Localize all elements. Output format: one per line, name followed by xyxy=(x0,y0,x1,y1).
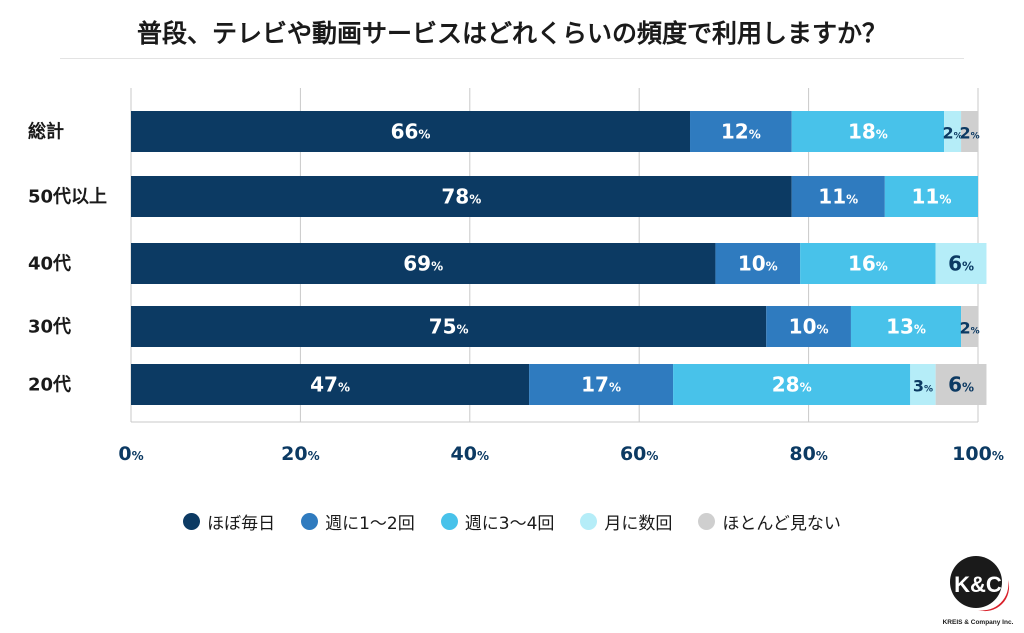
bar-segment xyxy=(850,306,962,347)
legend-label: 週に1〜2回 xyxy=(325,514,415,534)
legend-item: 週に3〜4回 xyxy=(440,509,555,534)
legend-label: 月に数回 xyxy=(604,514,673,534)
company-logo: K&C KREIS & Company Inc. xyxy=(943,556,1014,626)
x-tick-label: 40% xyxy=(451,443,489,465)
bar-segment xyxy=(131,243,716,284)
bar-segment xyxy=(131,111,691,152)
chart-legend: ほぼ毎日 週に1〜2回 週に3〜4回 月に数回 ほとんど見ない xyxy=(0,509,1024,534)
bar-segment xyxy=(131,176,792,217)
bar-segment xyxy=(961,111,978,152)
legend-item: 月に数回 xyxy=(580,509,672,534)
category-label: 50代以上 xyxy=(28,187,107,208)
legend-swatch xyxy=(301,513,319,530)
chart-title: 普段、テレビや動画サービスはどれくらいの頻度で利用しますか？ xyxy=(136,19,887,48)
bar-segment xyxy=(961,306,978,347)
bar-segment xyxy=(673,364,911,405)
x-tick-label: 60% xyxy=(620,443,658,465)
category-label: 総計 xyxy=(28,121,64,143)
bar-segment xyxy=(800,243,936,284)
category-label: 40代 xyxy=(28,254,71,275)
title-divider xyxy=(60,58,964,59)
legend-swatch xyxy=(183,513,201,530)
legend-label: ほとんど見ない xyxy=(722,514,841,534)
svg-text:KREIS & Company Inc.: KREIS & Company Inc. xyxy=(943,619,1014,626)
legend-swatch xyxy=(698,513,716,530)
x-tick-label: 0% xyxy=(118,443,143,465)
bar-segment xyxy=(884,176,978,217)
legend-swatch xyxy=(440,513,458,530)
bar-segment xyxy=(935,243,987,284)
legend-item: ほぼ毎日 xyxy=(183,509,275,534)
legend-swatch xyxy=(580,513,598,530)
category-label: 30代 xyxy=(28,317,71,338)
data-label: 28% xyxy=(772,373,812,397)
bar-segment xyxy=(766,306,851,347)
bar-segment xyxy=(791,111,945,152)
bar-segment xyxy=(690,111,792,152)
data-label: 75% xyxy=(429,315,469,339)
bar-segment xyxy=(529,364,674,405)
legend-label: ほぼ毎日 xyxy=(207,514,276,534)
category-label: 20代 xyxy=(28,375,71,396)
legend-item: 週に1〜2回 xyxy=(301,509,415,534)
bar-segment xyxy=(791,176,885,217)
legend-label: 週に3〜4回 xyxy=(464,514,555,534)
bar-segment xyxy=(715,243,801,284)
bar-segment xyxy=(131,306,767,347)
legend-item: ほとんど見ない xyxy=(698,509,841,534)
bar-segment xyxy=(910,364,936,405)
data-label: 47% xyxy=(310,373,350,397)
bar-segment xyxy=(131,364,530,405)
bar-segment xyxy=(935,364,987,405)
x-tick-label: 100% xyxy=(952,443,1004,465)
svg-text:K&C: K&C xyxy=(954,572,1002,597)
x-tick-label: 20% xyxy=(281,443,319,465)
bar-segment xyxy=(944,111,962,152)
x-tick-label: 80% xyxy=(789,443,827,465)
